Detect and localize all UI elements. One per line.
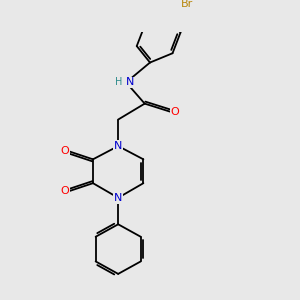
Text: Br: Br — [181, 0, 193, 9]
Text: O: O — [61, 146, 70, 156]
Text: N: N — [114, 193, 122, 203]
Text: O: O — [171, 106, 180, 117]
Text: N: N — [114, 141, 122, 151]
Text: O: O — [61, 186, 70, 196]
Text: N: N — [126, 77, 134, 87]
Text: H: H — [115, 77, 122, 87]
